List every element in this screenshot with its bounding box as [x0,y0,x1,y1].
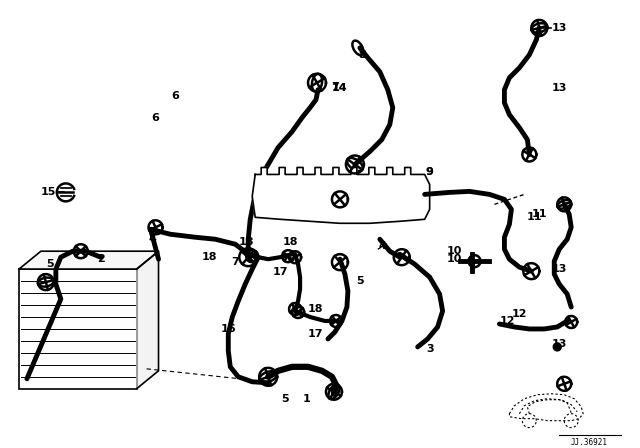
Text: 1: 1 [303,394,311,404]
Ellipse shape [328,384,339,399]
Ellipse shape [38,278,54,287]
Text: 7: 7 [232,257,239,267]
Text: 18: 18 [202,252,217,262]
Text: 13: 13 [552,83,567,93]
Text: 10: 10 [447,254,462,264]
Text: 12: 12 [511,309,527,319]
Bar [19,269,136,389]
Text: 8: 8 [358,50,365,60]
Text: 13: 13 [552,23,567,33]
Text: 5: 5 [282,394,289,404]
Text: 13: 13 [552,339,567,349]
Text: 3: 3 [426,344,433,354]
Text: 2: 2 [97,254,104,264]
Text: 11: 11 [527,212,542,222]
Text: 11: 11 [532,209,547,220]
Text: 9: 9 [426,168,433,177]
Polygon shape [136,251,159,389]
Text: 12: 12 [500,316,515,326]
Text: 16: 16 [220,324,236,334]
Text: JJ.36921: JJ.36921 [571,438,607,447]
Text: 18: 18 [239,237,254,247]
Ellipse shape [557,200,571,209]
Ellipse shape [260,371,276,382]
Text: 18: 18 [282,237,298,247]
Text: 17: 17 [273,267,288,277]
Text: 4: 4 [379,241,387,251]
Ellipse shape [531,23,547,33]
Ellipse shape [353,41,364,55]
Text: 13: 13 [552,264,567,274]
Text: 5: 5 [356,276,364,286]
Text: 9: 9 [426,168,433,177]
Text: 6: 6 [152,112,159,123]
Ellipse shape [347,158,363,171]
Polygon shape [252,168,429,223]
Text: 7: 7 [331,82,339,92]
Text: 14: 14 [332,83,348,93]
Text: 10: 10 [447,246,462,256]
Text: 6: 6 [172,90,179,101]
Text: 5: 5 [46,259,54,269]
Text: 8: 8 [358,50,365,60]
Polygon shape [553,343,561,351]
Ellipse shape [312,74,322,91]
Text: 15: 15 [41,187,56,198]
Polygon shape [468,255,481,267]
Text: 18: 18 [307,304,323,314]
Text: 17: 17 [307,329,323,339]
Text: 4: 4 [148,234,156,244]
Polygon shape [19,251,159,269]
Text: 14: 14 [332,83,348,93]
